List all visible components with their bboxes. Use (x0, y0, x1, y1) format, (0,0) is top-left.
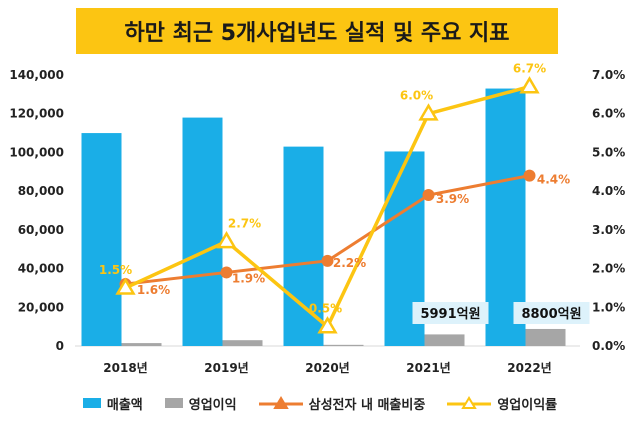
annotation-label: 5991억원 (420, 307, 480, 322)
share-point (220, 266, 233, 279)
operating-profit-bar (323, 344, 364, 346)
y-right-tick-label: 6.0% (592, 107, 625, 121)
y-left-tick-label: 0 (56, 339, 64, 353)
annotation-box (412, 302, 489, 324)
margin-data-label: 0.5% (309, 302, 342, 316)
chart-title: 하만 최근 5개사업년도 실적 및 주요 지표 (124, 21, 510, 46)
share-data-label: 4.4% (537, 173, 570, 187)
y-left-tick-label: 120,000 (9, 107, 64, 121)
revenue-bar (81, 133, 122, 346)
margin-data-label: 1.5% (99, 263, 132, 277)
legend-line-marker (447, 396, 492, 409)
margin-data-label: 6.0% (400, 89, 433, 103)
x-tick-label: 2020년 (305, 361, 349, 375)
chart-title-box: 하만 최근 5개사업년도 실적 및 주요 지표 (76, 8, 558, 54)
share-point (523, 169, 536, 182)
legend-label: 삼성전자 내 매출비중 (308, 397, 426, 413)
share-data-label: 3.9% (436, 192, 469, 206)
annotation-box (513, 302, 590, 324)
margin-data-label: 6.7% (513, 62, 546, 76)
legend-swatch (82, 398, 101, 408)
margin-point (115, 277, 136, 295)
y-right-tick-label: 0.0% (592, 339, 625, 353)
legend-line-marker (258, 396, 303, 409)
margin-point (216, 231, 237, 249)
y-right-tick-label: 7.0% (592, 68, 625, 82)
margin-data-label: 2.7% (228, 216, 261, 230)
y-left-tick-label: 140,000 (9, 68, 64, 82)
y-left-tick-label: 100,000 (9, 145, 64, 159)
legend-swatch (164, 398, 183, 408)
legend-label: 영업이익 (188, 397, 237, 413)
margin-point (519, 76, 540, 94)
margin-point (317, 316, 338, 334)
y-right-tick-label: 5.0% (592, 145, 625, 159)
y-right-tick-label: 3.0% (592, 223, 625, 237)
share-data-label: 1.6% (137, 283, 170, 297)
share-data-label: 1.9% (232, 271, 265, 285)
share-point (321, 254, 334, 267)
operating-profit-bar (121, 343, 162, 346)
operating-profit-bar (525, 328, 566, 346)
legend: 매출액 영업이익 삼성전자 내 매출비중 영업이익률 (0, 388, 640, 418)
x-tick-label: 2019년 (204, 361, 248, 375)
legend-item: 영업이익 (164, 394, 237, 413)
y-left-tick-label: 40,000 (18, 262, 64, 276)
operating-profit-bar (222, 340, 263, 346)
y-left-tick-label: 20,000 (18, 300, 64, 314)
x-tick-label: 2018년 (103, 361, 147, 375)
margin-point (418, 103, 439, 121)
legend-item: 삼성전자 내 매출비중 (258, 394, 426, 413)
y-right-tick-label: 2.0% (592, 262, 625, 276)
revenue-bar (283, 146, 324, 346)
annotation-label: 8800억원 (521, 307, 581, 322)
legend-label: 영업이익률 (497, 397, 558, 413)
y-left-tick-label: 60,000 (18, 223, 64, 237)
y-left-tick-label: 80,000 (18, 184, 64, 198)
legend-item: 영업이익률 (447, 394, 557, 413)
y-right-tick-label: 1.0% (592, 300, 625, 314)
legend-item: 매출액 (82, 394, 143, 413)
operating-profit-bar (424, 334, 465, 346)
share-data-label: 2.2% (333, 256, 366, 270)
x-tick-label: 2022년 (507, 361, 551, 375)
revenue-bar (182, 117, 223, 346)
legend-label: 매출액 (106, 397, 143, 413)
share-point (422, 189, 435, 202)
y-right-tick-label: 4.0% (592, 184, 625, 198)
x-tick-label: 2021년 (406, 361, 450, 375)
